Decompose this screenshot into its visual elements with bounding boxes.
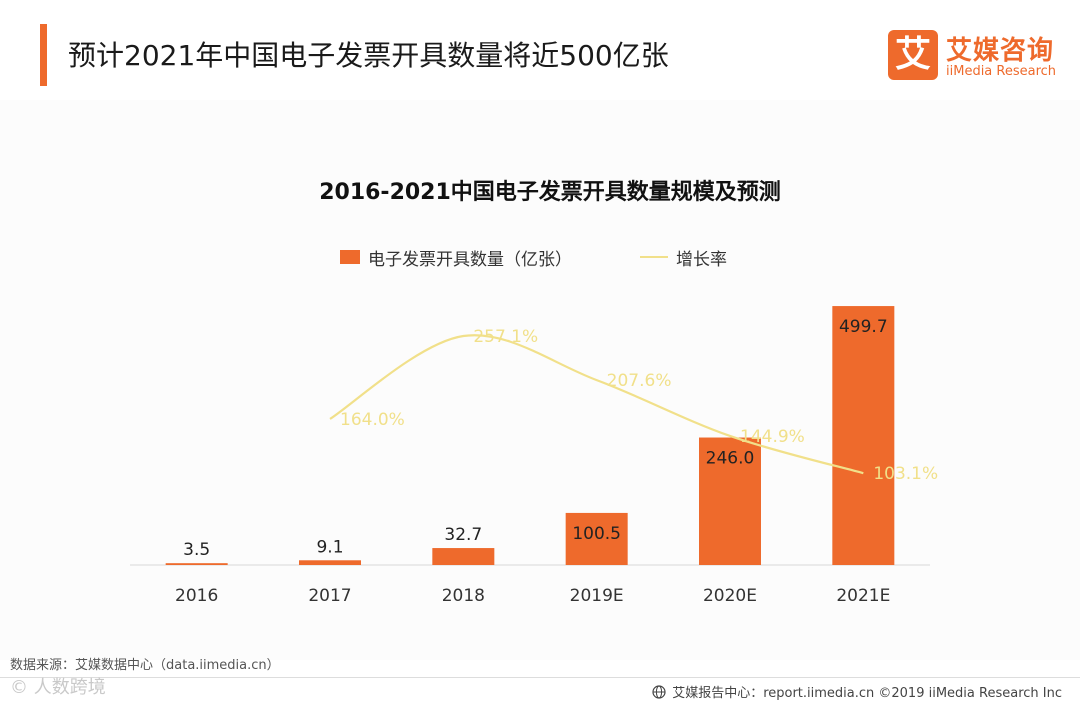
x-tick-label-2021E: 2021E: [836, 586, 890, 606]
legend-swatch-bar: [340, 250, 360, 264]
x-tick-label-2018: 2018: [442, 586, 485, 606]
footer-report-center: 艾媒报告中心：report.iimedia.cn ©2019 iiMedia R…: [652, 682, 1062, 701]
bar-2019E: [565, 512, 628, 565]
legend-label-line: 增长率: [676, 249, 727, 270]
chart-title: 2016-2021中国电子发票开具数量规模及预测: [319, 180, 781, 205]
bar-value-label-2017: 9.1: [316, 537, 343, 557]
bar-2021E: [832, 306, 895, 565]
bar-value-label-2020E: 246.0: [706, 449, 755, 469]
source-note: 数据来源：艾媒数据中心（data.iimedia.cn）: [10, 658, 280, 673]
footer-divider: [0, 677, 1080, 678]
logo-chinese-name: 艾媒咨询: [946, 36, 1055, 66]
page-header: 预计2021年中国电子发票开具数量将近500亿张 艾 艾媒咨询 iiMedia …: [0, 0, 1080, 100]
bar-value-label-2021E: 499.7: [839, 317, 888, 337]
legend-label-bar: 电子发票开具数量（亿张）: [368, 249, 572, 270]
watermark: © 人数跨境: [10, 677, 106, 698]
legend-item-line: 增长率: [640, 243, 727, 271]
growth-rate-line: [329, 334, 864, 475]
title-accent-bar: [40, 24, 47, 86]
legend-swatch-line: [640, 256, 668, 258]
growth-rate-label-2017: 164.0%: [340, 410, 405, 430]
legend-item-bar: 电子发票开具数量（亿张）: [340, 243, 572, 271]
footer-report-text: 艾媒报告中心：report.iimedia.cn ©2019 iiMedia R…: [672, 686, 1062, 701]
logo-mark: 艾: [888, 30, 938, 80]
bar-value-label-2019E: 100.5: [572, 524, 621, 544]
growth-rate-label-2019E: 207.6%: [607, 371, 672, 391]
globe-icon: [652, 684, 666, 699]
bar-value-label-2016: 3.5: [183, 540, 210, 560]
growth-rate-label-2020E: 144.9%: [740, 427, 805, 447]
iimedia-logo: 艾 艾媒咨询 iiMedia Research: [888, 30, 1068, 82]
x-tick-label-2020E: 2020E: [703, 586, 757, 606]
chart-area: [0, 100, 1080, 660]
logo-english-name: iiMedia Research: [946, 64, 1057, 79]
bar-2016: [165, 563, 228, 565]
x-tick-label-2017: 2017: [308, 586, 351, 606]
bar-2017: [299, 560, 361, 565]
x-tick-label-2019E: 2019E: [570, 586, 624, 606]
growth-rate-label-2018: 257.1%: [473, 327, 538, 347]
bar-value-label-2018: 32.7: [444, 525, 482, 545]
x-tick-label-2016: 2016: [175, 586, 218, 606]
bar-2020E: [699, 437, 761, 565]
growth-rate-label-2021E: 103.1%: [873, 464, 938, 484]
page-title: 预计2021年中国电子发票开具数量将近500亿张: [68, 39, 669, 72]
bar-2018: [432, 548, 495, 565]
